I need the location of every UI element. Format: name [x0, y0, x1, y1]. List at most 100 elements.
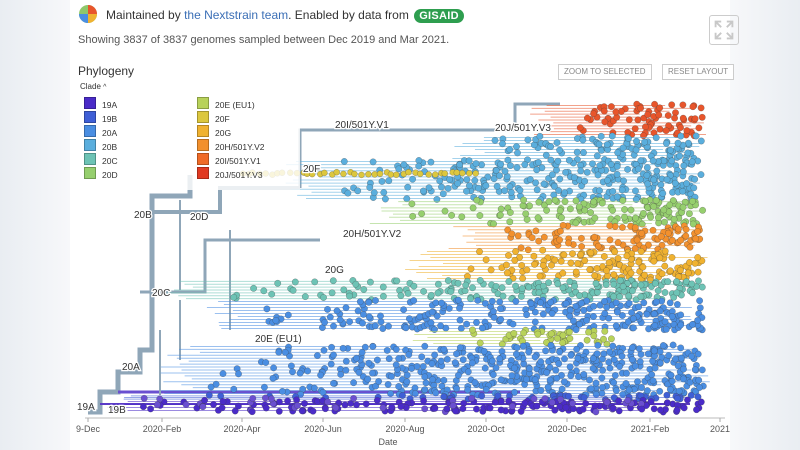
tip-node — [691, 115, 699, 123]
tip-node — [333, 307, 341, 315]
tip-node — [637, 104, 645, 112]
tip-node — [324, 398, 332, 406]
tip-node — [614, 149, 622, 157]
tip-node — [506, 162, 514, 170]
tip-node — [444, 277, 452, 285]
chevron-up-icon[interactable]: ^ — [103, 84, 107, 91]
tip-node — [686, 259, 693, 266]
legend-item[interactable]: 20A — [84, 125, 118, 138]
tip-node — [520, 329, 528, 337]
legend-item[interactable]: 20H/501Y.V2 — [197, 139, 264, 152]
tip-node — [514, 149, 521, 157]
tip-node — [614, 239, 622, 247]
tip-node — [630, 324, 637, 332]
legend-item[interactable]: 20F — [197, 111, 230, 124]
tip-node — [641, 271, 648, 279]
tip-node — [643, 164, 651, 172]
gisaid-badge[interactable]: GISAID — [414, 9, 464, 23]
tip-node — [453, 385, 461, 393]
nextstrain-team-link[interactable]: the Nextstrain team — [184, 8, 289, 22]
tip-node — [638, 229, 646, 237]
tip-node — [664, 278, 672, 286]
tip-node — [498, 284, 506, 292]
tip-node — [687, 391, 695, 399]
tip-node — [596, 187, 603, 195]
tip-node — [679, 114, 687, 122]
tip-node — [674, 362, 682, 370]
tip-node — [661, 289, 669, 296]
tip-node — [558, 214, 565, 222]
tip-node — [523, 266, 531, 274]
tip-node — [419, 363, 427, 370]
tip-node — [616, 362, 624, 370]
tip-node — [359, 319, 366, 327]
legend-item[interactable]: 19B — [84, 111, 117, 124]
tip-node — [112, 404, 120, 412]
tip-node — [668, 157, 676, 165]
tip-node — [651, 364, 659, 372]
legend-label: 20A — [102, 128, 118, 138]
tip-node — [600, 253, 608, 260]
tip-node — [471, 379, 479, 386]
tip-node — [677, 344, 685, 352]
legend-item[interactable]: 20C — [84, 153, 118, 166]
legend-item[interactable]: 20B — [84, 139, 117, 152]
legend-item[interactable]: 20G — [197, 125, 231, 138]
tip-node — [587, 209, 595, 217]
tip-node — [427, 158, 435, 166]
tip-node — [637, 350, 645, 358]
nextstrain-logo-icon[interactable] — [78, 4, 98, 24]
tip-node — [532, 179, 540, 187]
tip-node — [360, 286, 368, 293]
zoom-to-selected-button[interactable]: ZOOM TO SELECTED — [558, 64, 652, 80]
tip-node — [572, 326, 580, 334]
legend-title[interactable]: Clade ^ — [80, 82, 106, 91]
tip-node — [696, 297, 704, 305]
tip-node — [379, 283, 387, 291]
tip-node — [369, 369, 376, 377]
tip-node — [643, 171, 651, 179]
tip-node — [666, 385, 674, 393]
tip-node — [699, 206, 707, 214]
tip-node — [600, 335, 607, 343]
tip-node — [219, 370, 227, 378]
tip-node — [539, 310, 547, 318]
enabled-by-text: . Enabled by data from — [288, 8, 409, 22]
tip-node — [594, 171, 602, 179]
tip-node — [379, 404, 387, 412]
legend-item[interactable]: 20E (EU1) — [197, 97, 255, 110]
tip-node — [395, 165, 403, 173]
tip-node — [615, 407, 623, 415]
tip-node — [473, 405, 480, 413]
tip-node — [542, 151, 550, 159]
legend-item[interactable]: 20D — [84, 167, 118, 180]
tip-node — [506, 183, 514, 191]
tip-node — [618, 186, 626, 194]
tip-node — [310, 384, 318, 392]
tip-node — [637, 281, 645, 289]
tip-node — [502, 261, 510, 269]
tip-node — [523, 311, 531, 319]
tip-node — [668, 236, 676, 244]
legend-item[interactable]: 20I/501Y.V1 — [197, 153, 261, 166]
expand-icon[interactable] — [709, 15, 739, 45]
legend-item[interactable]: 19A — [84, 97, 117, 110]
tip-node — [418, 353, 426, 361]
tip-node — [569, 317, 577, 325]
tip-node — [456, 304, 463, 312]
tip-node — [438, 183, 445, 191]
tip-node — [591, 214, 599, 222]
tip-node — [309, 407, 317, 415]
legend-item[interactable]: 20J/501Y.V3 — [197, 167, 263, 180]
reset-layout-button[interactable]: RESET LAYOUT — [662, 64, 735, 80]
tip-node — [674, 225, 682, 233]
clade-label: 19B — [108, 405, 126, 416]
clade-legend: 19A 19B 20A 20B 20C 20D 20E (EU1) 20F 20G 20H/501… — [80, 95, 300, 190]
tip-node — [517, 407, 525, 415]
tip-node — [520, 196, 528, 204]
tip-node — [589, 160, 596, 168]
tip-node — [352, 280, 360, 288]
tip-node — [522, 375, 530, 383]
tip-node — [492, 283, 500, 290]
